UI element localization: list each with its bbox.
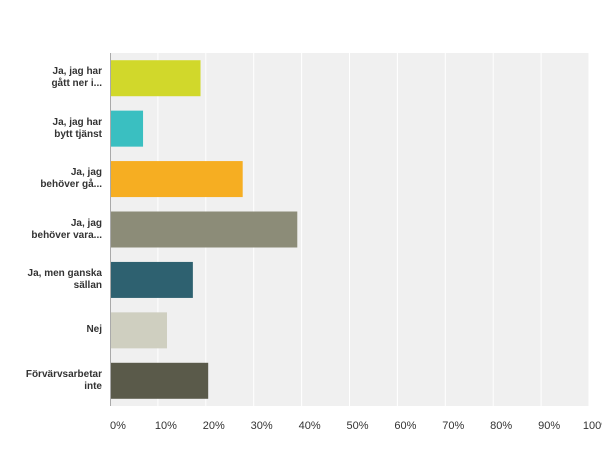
x-tick-label: 60% — [394, 420, 416, 432]
x-tick-label: 30% — [251, 420, 273, 432]
x-tick-label: 0% — [110, 420, 126, 432]
category-label: Ja, men ganska sällan — [27, 267, 102, 291]
category-label: Förvärvsarbetar inte — [25, 368, 102, 392]
bar — [111, 110, 144, 147]
category-label: Ja, jag har gått ner i... — [51, 66, 102, 90]
bar — [111, 362, 209, 399]
category-label: Nej — [86, 324, 102, 336]
x-tick-label: 100% — [583, 420, 602, 432]
bar — [111, 60, 201, 97]
category-label: Ja, jag har bytt tjänst — [52, 116, 102, 140]
x-tick-label: 90% — [538, 420, 560, 432]
x-tick-label: 80% — [490, 420, 512, 432]
x-tick-label: 50% — [346, 420, 368, 432]
category-label: Ja, jag behöver vara... — [31, 217, 102, 241]
category-label: Ja, jag behöver gå... — [40, 167, 102, 191]
bar — [111, 261, 193, 298]
bar — [111, 161, 243, 198]
x-tick-label: 20% — [203, 420, 225, 432]
x-tick-label: 40% — [299, 420, 321, 432]
x-tick-label: 10% — [155, 420, 177, 432]
x-tick-label: 70% — [442, 420, 464, 432]
bar — [111, 312, 168, 349]
bar — [111, 211, 298, 248]
